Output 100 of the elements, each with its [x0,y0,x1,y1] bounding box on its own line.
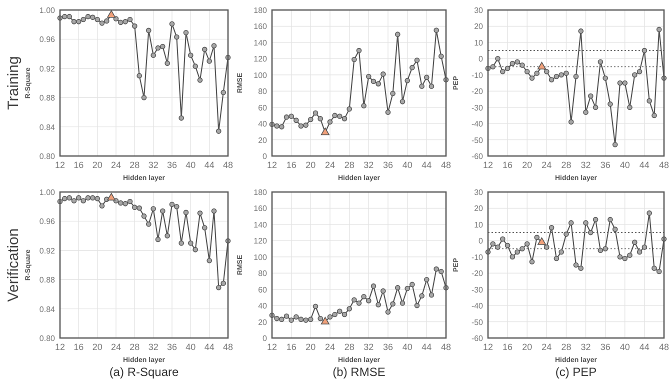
point [490,64,496,70]
point [107,10,116,18]
point [428,292,434,298]
x-tick-label: 44 [639,342,650,352]
point [534,70,540,76]
point [136,73,142,78]
point [155,45,161,51]
point [90,14,96,20]
point [428,84,434,89]
x-tick-label: 12 [482,160,494,170]
point [652,266,657,271]
point [608,216,613,222]
y-tick-label: -40 [471,302,484,311]
text: (b) RMSE [332,365,386,379]
point [118,20,124,26]
point [85,14,91,20]
point [178,240,184,246]
point [202,46,208,52]
point [141,213,147,219]
x-tick-label: 44 [422,342,432,352]
point [627,252,632,258]
point [183,30,189,36]
point [608,101,613,107]
point [169,21,175,27]
point [303,318,308,323]
point [62,14,68,20]
x-tick-label: 48 [658,342,669,352]
point [612,226,618,232]
text: Training [5,56,22,110]
point [183,210,189,216]
x-tick-label: 28 [130,160,140,170]
point [548,225,554,230]
point [588,230,594,236]
point [155,236,161,242]
point [642,48,648,54]
y-tick-label: 0 [478,236,484,246]
point [320,128,330,136]
point [169,202,175,208]
y-tick-label: 100 [254,70,268,80]
y-tick-label: 160 [254,204,268,214]
point [424,276,430,282]
x-tick-label: 12 [54,342,66,352]
point [356,48,362,54]
y-tick-label: 10 [474,220,484,230]
point [438,268,444,274]
y-tick-label: 40 [258,120,268,129]
x-tick-label: 16 [286,160,296,170]
point [583,110,588,115]
y-tick-label: 0.92 [39,246,56,256]
point [99,203,105,209]
x-tick-label: 20 [92,342,102,352]
point [150,206,156,212]
point [410,282,415,288]
point [284,114,290,120]
x-tick-label: 12 [266,342,278,352]
point [188,52,194,58]
point [400,99,406,104]
point [132,23,138,29]
x-tick-label: 20 [522,160,532,170]
point [395,285,400,290]
point [538,237,546,245]
point [636,68,642,74]
x-tick-label: 36 [166,342,178,352]
y-tick-label: 160 [254,22,268,32]
y-tick-label: 10 [474,38,484,48]
y-tick-label: 20 [258,136,268,145]
point [504,242,510,248]
point [583,220,588,226]
x-tick-label: 40 [620,160,630,170]
point [332,112,338,118]
x-tick-label: 36 [166,160,178,170]
text: (c) PEP [555,365,597,379]
text: (a) R-Square [109,365,180,379]
point [400,300,406,306]
point [320,316,330,324]
x-tick-label: 28 [344,160,354,170]
point [346,106,352,112]
x-tick-label: 40 [402,342,412,352]
point [113,16,119,22]
point [404,286,410,292]
x-tick-label: 24 [324,160,336,170]
y-tick-label: -60 [471,334,484,343]
point [419,84,424,89]
point [342,312,348,318]
point [332,312,338,318]
point [524,241,530,247]
y-tick-label: 140 [254,220,268,230]
point [312,304,318,310]
x-tick-label: 16 [74,342,84,352]
y-tick-label: -50 [471,318,484,327]
point [188,240,194,246]
point [90,195,96,200]
y-tick-label: 20 [258,318,268,327]
point [636,249,642,255]
point [434,266,439,272]
x-tick-label: 40 [186,160,196,170]
y-tick-label: -20 [471,87,484,96]
y-tick-label: 0.96 [39,217,56,226]
point [308,116,314,122]
point [568,220,574,226]
